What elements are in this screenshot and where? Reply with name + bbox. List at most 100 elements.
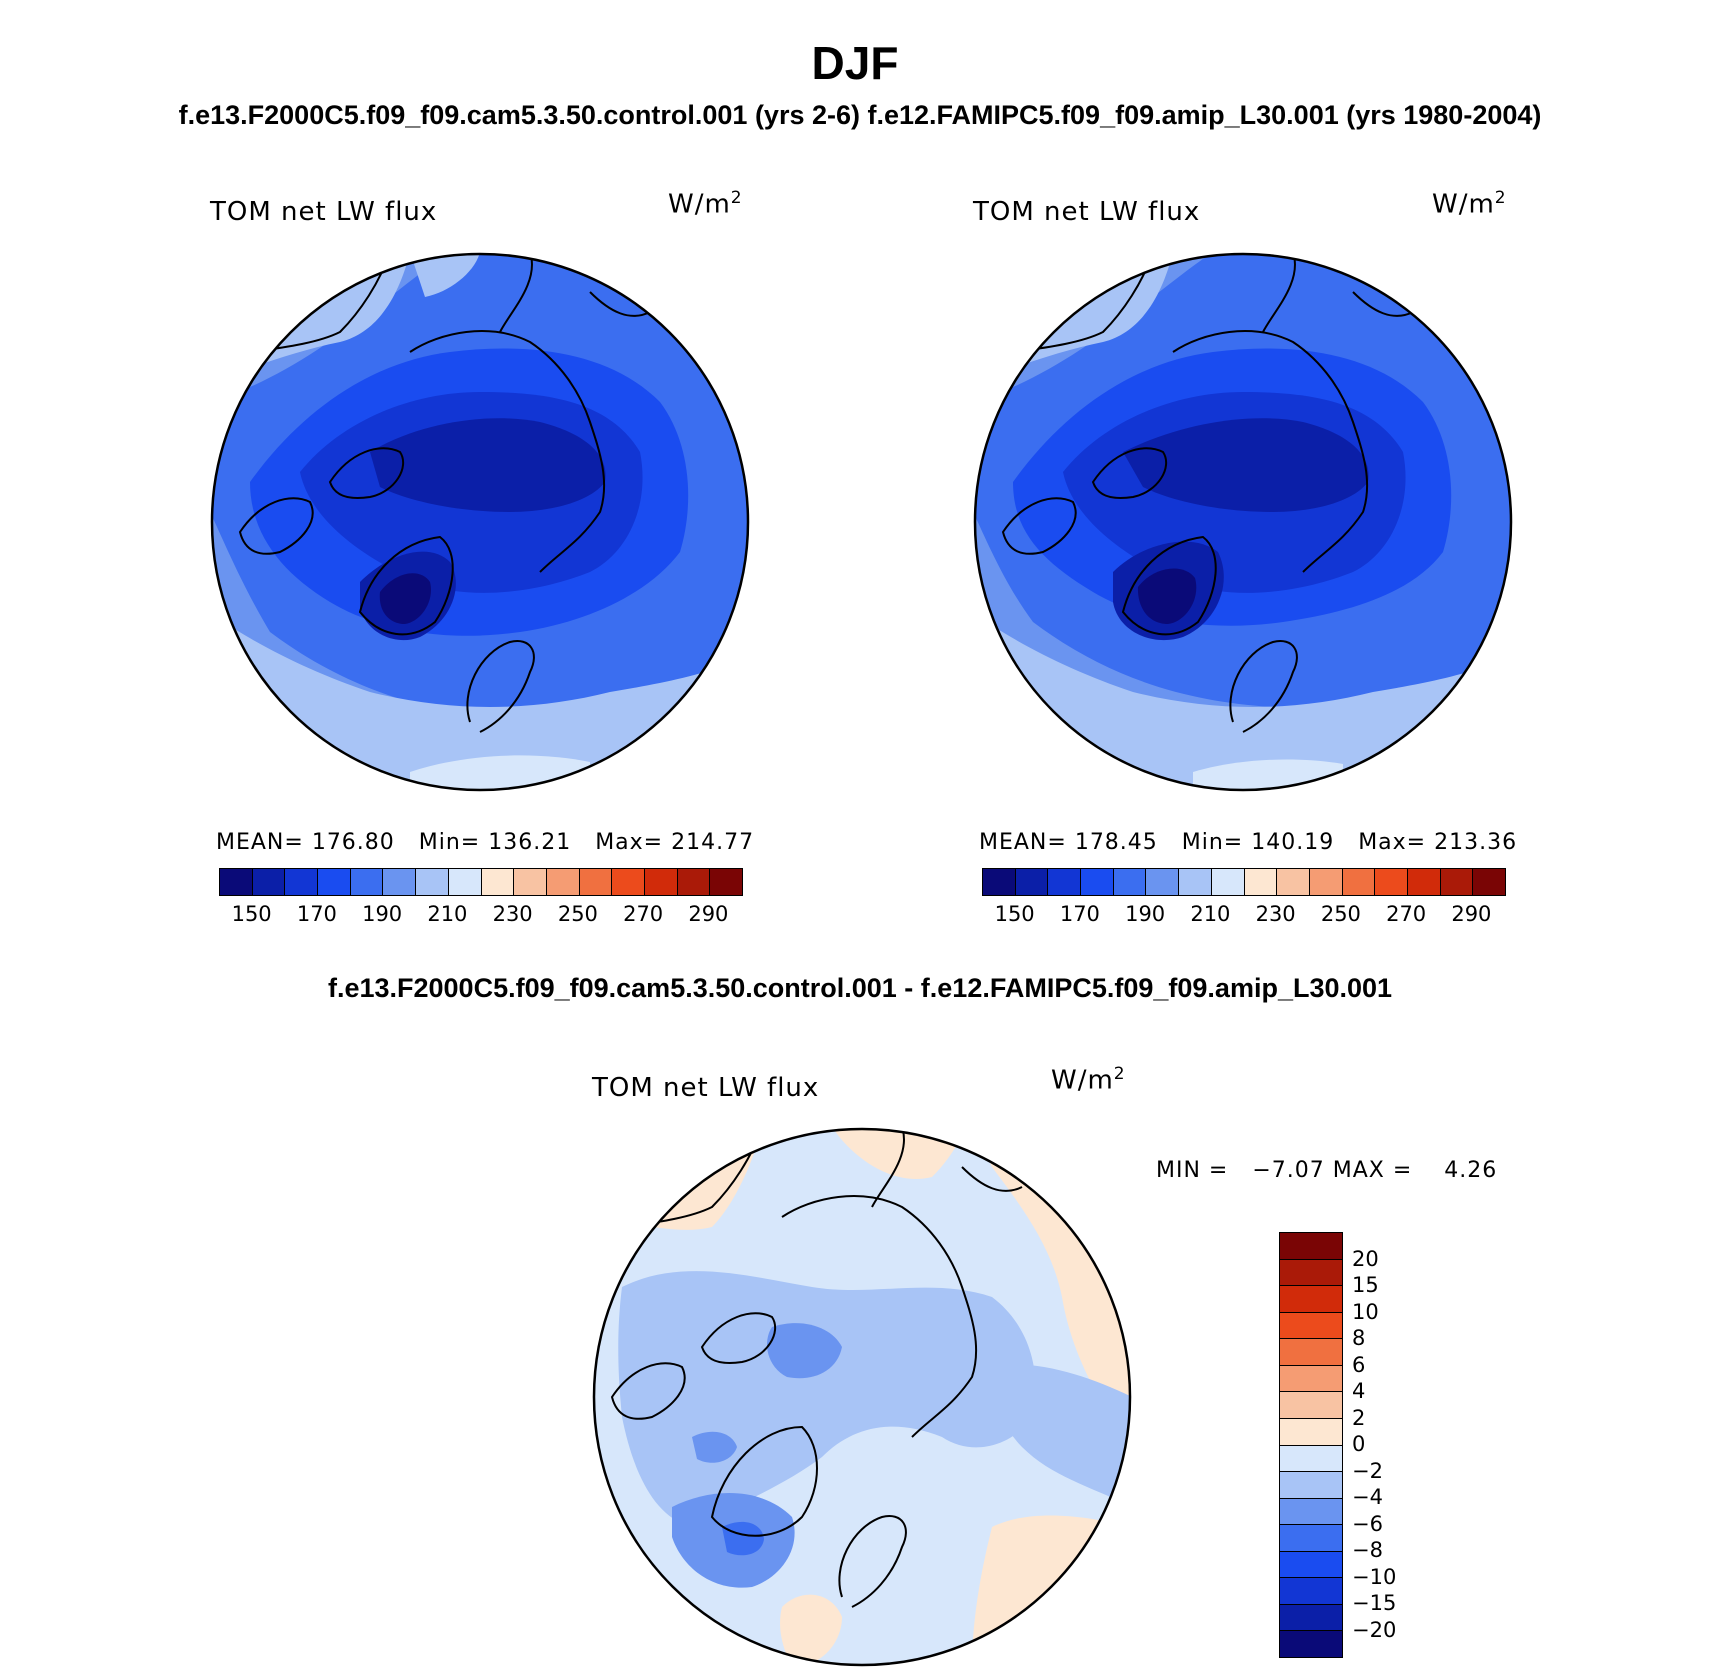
colorbar-test: [219, 868, 743, 896]
colorbar-swatch: [1407, 869, 1441, 895]
colorbar-ticks-difference: 20 15 10 8 6 4 2 0 −2 −4 −6 −8 −10 −15 −20: [1352, 1232, 1432, 1656]
colorbar-tick-label: −10: [1352, 1564, 1397, 1589]
colorbar-swatch: [1280, 1339, 1342, 1366]
colorbar-tick-label: −15: [1352, 1591, 1397, 1615]
colorbar-swatch: [285, 869, 319, 895]
colorbar-tick-label: 150: [231, 902, 272, 926]
polar-map-difference: [592, 1127, 1132, 1667]
colorbar-tick-label: 250: [557, 902, 598, 926]
panel-stats-difference: MIN = −7.07 MAX = 4.26: [1156, 1158, 1498, 1183]
colorbar-swatch: [1309, 869, 1343, 895]
colorbar-tick-label: 210: [1190, 902, 1231, 926]
colorbar-difference: [1279, 1232, 1343, 1658]
colorbar-tick-label: 4: [1352, 1379, 1366, 1403]
colorbar-swatch: [318, 869, 351, 895]
panel-units-control: W/m2: [1432, 188, 1507, 220]
map-border-control: [973, 252, 1513, 792]
panel-units-difference: W/m2: [1051, 1064, 1126, 1096]
colorbar-swatch: [546, 869, 580, 895]
colorbar-tick-label: 190: [1125, 902, 1166, 926]
colorbar-swatch: [1342, 869, 1376, 895]
polar-map-control: [973, 252, 1513, 792]
colorbar-tick-label: 270: [623, 902, 664, 926]
colorbar-swatch: [1280, 1551, 1342, 1579]
panel-stats-control: MEAN= 178.45 Min= 140.19 Max= 213.36: [979, 830, 1518, 855]
coastlines-difference: [610, 1129, 1023, 1608]
colorbar-swatch: [579, 869, 613, 895]
panel-units-test: W/m2: [668, 188, 743, 220]
colorbar-swatch: [481, 869, 515, 895]
colorbar-tick-label: 20: [1352, 1246, 1379, 1271]
coastlines-control: [1001, 254, 1414, 733]
colorbar-tick-label: 6: [1352, 1352, 1366, 1377]
colorbar-swatch: [1280, 1525, 1342, 1552]
colorbar-swatch: [1211, 869, 1245, 895]
colorbar-swatch: [1280, 1259, 1342, 1287]
colorbar-tick-label: 230: [492, 902, 533, 926]
colorbar-swatch: [514, 869, 547, 895]
colorbar-tick-label: 290: [688, 902, 729, 926]
colorbar-swatch: [1375, 869, 1408, 895]
colorbar-tick-label: 150: [994, 902, 1035, 926]
colorbar-ticks-test: 150 170 190 210 230 250 270 290: [219, 902, 741, 928]
colorbar-swatch: [1280, 1578, 1342, 1605]
colorbar-swatch: [1179, 869, 1212, 895]
colorbar-swatch: [1440, 869, 1474, 895]
colorbar-swatch: [1113, 869, 1147, 895]
colorbar-swatch: [1280, 1418, 1342, 1446]
colorbar-swatch: [1146, 869, 1180, 895]
colorbar-swatch: [416, 869, 449, 895]
colorbar-swatch: [448, 869, 482, 895]
colorbar-swatch: [612, 869, 645, 895]
colorbar-swatch: [1015, 869, 1049, 895]
figure-title: DJF: [811, 37, 899, 89]
colorbar-swatch: [1280, 1472, 1342, 1499]
colorbar-tick-label: −6: [1352, 1511, 1383, 1536]
colorbar-swatch: [1048, 869, 1082, 895]
colorbar-swatch: [220, 869, 253, 895]
coastlines-test: [238, 254, 651, 733]
colorbar-tick-label: −2: [1352, 1458, 1383, 1483]
colorbar-swatch: [1244, 869, 1278, 895]
colorbar-tick-label: 270: [1386, 902, 1427, 926]
colorbar-tick-label: −4: [1352, 1485, 1383, 1509]
colorbar-tick-label: 290: [1451, 902, 1492, 926]
colorbar-swatch: [1280, 1445, 1342, 1473]
panel-title-difference: TOM net LW flux: [592, 1073, 820, 1103]
colorbar-swatch: [677, 869, 711, 895]
colorbar-swatch: [983, 869, 1016, 895]
colorbar-swatch: [1280, 1392, 1342, 1419]
colorbar-swatch: [1280, 1365, 1342, 1393]
colorbar-swatch: [383, 869, 417, 895]
colorbar-swatch: [1277, 869, 1310, 895]
panel-title-control: TOM net LW flux: [973, 197, 1201, 227]
colorbar-tick-label: 10: [1352, 1299, 1379, 1324]
colorbar-swatch: [350, 869, 384, 895]
colorbar-tick-label: 210: [427, 902, 468, 926]
colorbar-swatch: [1473, 869, 1505, 895]
panel-title-test: TOM net LW flux: [210, 197, 438, 227]
colorbar-tick-label: 170: [1059, 902, 1100, 926]
colorbar-swatch: [1280, 1312, 1342, 1340]
colorbar-control: [982, 868, 1506, 896]
difference-title: f.e13.F2000C5.f09_f09.cam5.3.50.control.…: [327, 973, 1393, 1003]
case-title: f.e13.F2000C5.f09_f09.cam5.3.50.control.…: [178, 100, 1542, 130]
colorbar-tick-label: 250: [1320, 902, 1361, 926]
colorbar-tick-label: −20: [1352, 1617, 1397, 1642]
colorbar-swatch: [1280, 1498, 1342, 1526]
polar-map-test: [210, 252, 750, 792]
colorbar-tick-label: 8: [1352, 1326, 1366, 1350]
colorbar-swatch: [1280, 1631, 1342, 1657]
colorbar-swatch: [1280, 1604, 1342, 1632]
colorbar-swatch: [1081, 869, 1114, 895]
colorbar-ticks-control: 150 170 190 210 230 250 270 290: [982, 902, 1504, 928]
colorbar-tick-label: 230: [1255, 902, 1296, 926]
colorbar-tick-label: −8: [1352, 1538, 1383, 1562]
colorbar-swatch: [1280, 1286, 1342, 1313]
colorbar-tick-label: 15: [1352, 1273, 1379, 1297]
map-border-test: [210, 252, 750, 792]
colorbar-tick-label: 0: [1352, 1432, 1366, 1456]
colorbar-swatch: [710, 869, 742, 895]
colorbar-swatch: [1280, 1233, 1342, 1260]
colorbar-swatch: [252, 869, 286, 895]
